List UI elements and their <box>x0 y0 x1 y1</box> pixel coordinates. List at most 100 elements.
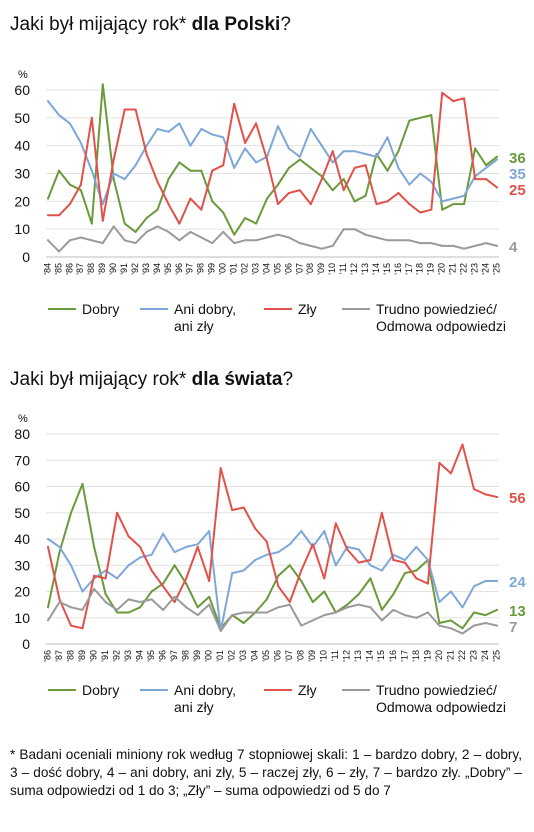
x-tick-label: '21 <box>445 650 455 662</box>
data-point <box>298 158 301 161</box>
x-tick-label: '09 <box>307 650 317 662</box>
x-tick-label: '12 <box>349 263 359 275</box>
data-point <box>231 509 234 512</box>
data-point <box>287 147 290 150</box>
y-tick-label: 20 <box>14 193 30 209</box>
data-point <box>276 233 279 236</box>
x-tick-label: '11 <box>330 650 340 661</box>
data-point <box>104 577 107 580</box>
x-tick-label: '15 <box>376 650 386 662</box>
data-point <box>139 545 142 548</box>
data-point <box>472 611 475 614</box>
data-point <box>233 102 236 105</box>
y-axis-unit: % <box>18 69 28 81</box>
data-point <box>58 601 61 603</box>
x-tick-label: '89 <box>77 650 87 662</box>
data-point <box>196 606 199 609</box>
data-point <box>346 603 349 606</box>
legend-label: Ani dobry, ani zły <box>174 682 236 715</box>
y-tick-label: 20 <box>14 584 30 600</box>
data-point <box>380 608 383 611</box>
x-tick-label: '16 <box>393 263 403 275</box>
data-point <box>386 136 389 139</box>
data-point <box>265 598 268 601</box>
data-point <box>178 239 181 242</box>
x-tick-label: '10 <box>319 650 329 662</box>
data-point <box>463 97 466 100</box>
x-tick-label: '23 <box>468 650 478 662</box>
data-point <box>200 236 203 239</box>
data-point <box>426 582 429 585</box>
data-point <box>353 200 356 203</box>
data-point <box>47 619 49 622</box>
data-point <box>452 197 455 200</box>
data-point <box>484 580 487 582</box>
data-point <box>419 242 422 245</box>
series-line <box>47 443 498 630</box>
data-point <box>369 606 372 609</box>
data-point <box>288 543 291 546</box>
data-point <box>320 144 323 147</box>
data-point <box>392 608 395 611</box>
data-point <box>68 239 71 242</box>
data-point <box>438 461 441 464</box>
data-point <box>403 572 406 575</box>
x-tick-label: '00 <box>218 263 228 275</box>
data-point <box>357 548 360 551</box>
x-tick-label: '24 <box>480 263 490 275</box>
series-line <box>47 482 498 630</box>
data-point <box>484 614 487 617</box>
data-point <box>320 178 323 181</box>
data-point <box>298 242 301 245</box>
data-point <box>112 178 115 181</box>
data-point <box>112 158 115 161</box>
data-point <box>323 590 326 593</box>
data-point <box>208 580 211 582</box>
x-tick-label: '06 <box>283 263 293 275</box>
data-point <box>178 122 181 125</box>
data-point <box>386 169 389 172</box>
x-tick-label: '04 <box>250 650 260 662</box>
data-point <box>346 606 349 609</box>
data-point <box>189 144 192 147</box>
x-tick-label: '92 <box>111 650 121 662</box>
data-point <box>298 189 301 192</box>
x-tick-label: '11 <box>338 263 348 274</box>
data-point <box>415 545 418 548</box>
chart-title-world: Jaki był mijający rok* dla świata? <box>10 369 293 391</box>
data-point <box>116 577 119 580</box>
x-tick-label: '19 <box>422 650 432 662</box>
data-point <box>254 527 257 530</box>
x-tick-label: '16 <box>388 650 398 662</box>
data-point <box>233 233 236 236</box>
data-point <box>419 172 422 175</box>
data-point <box>438 601 441 603</box>
x-tick-label: '90 <box>108 263 118 275</box>
data-point <box>57 250 60 253</box>
data-point <box>90 116 93 119</box>
x-tick-label: '07 <box>294 263 304 275</box>
data-point <box>357 561 360 564</box>
data-point <box>156 225 159 228</box>
data-point <box>311 619 314 622</box>
y-axis-unit: % <box>18 413 28 425</box>
data-point <box>116 611 119 614</box>
data-point <box>309 244 312 247</box>
data-point <box>397 150 400 153</box>
data-point <box>58 545 61 548</box>
data-point <box>496 624 498 627</box>
data-point <box>375 236 378 239</box>
data-point <box>244 239 247 242</box>
data-point <box>255 222 258 225</box>
data-point <box>426 611 429 614</box>
data-point <box>255 122 258 125</box>
data-point <box>484 493 487 496</box>
chart-title-bold: dla Polski <box>191 14 281 35</box>
x-tick-label: '86 <box>42 650 52 662</box>
data-point <box>79 189 82 192</box>
data-point <box>57 114 60 117</box>
data-point <box>364 233 367 236</box>
data-point <box>430 114 433 117</box>
data-point <box>331 150 334 153</box>
data-point <box>196 543 199 546</box>
